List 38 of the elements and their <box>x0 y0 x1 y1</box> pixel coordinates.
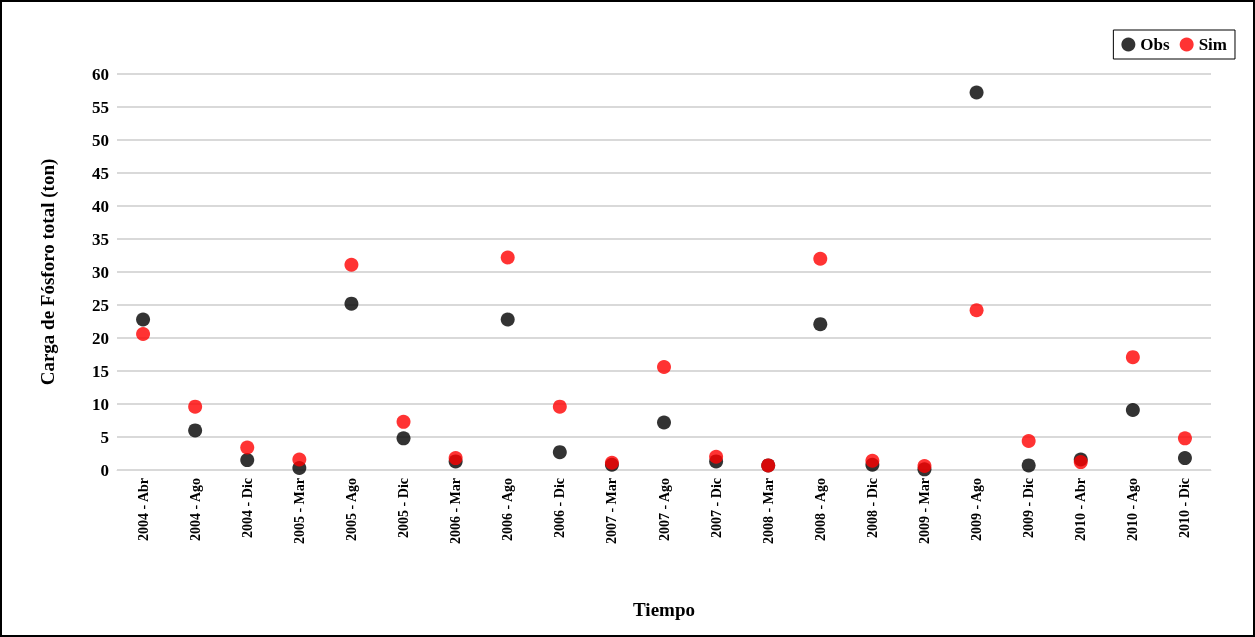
y-tick-label: 15 <box>92 361 109 381</box>
x-tick-label: 2010 - Dic <box>1177 478 1193 538</box>
y-tick-label: 40 <box>92 196 109 216</box>
legend-label: Obs <box>1140 35 1171 54</box>
y-tick-label: 25 <box>92 295 109 315</box>
x-tick-label: 2004 - Abr <box>135 478 151 541</box>
y-tick-label: 50 <box>92 130 109 150</box>
x-tick-label: 2006 - Ago <box>500 478 516 541</box>
x-tick-label: 2007 - Dic <box>708 478 724 538</box>
y-tick-label: 60 <box>92 64 109 84</box>
x-tick-label: 2006 - Dic <box>552 478 568 538</box>
x-axis-title: Tiempo <box>633 599 695 620</box>
x-tick-label: 2008 - Dic <box>864 478 880 538</box>
y-tick-label: 20 <box>92 328 109 348</box>
x-tick-label: 2010 - Ago <box>1125 478 1141 541</box>
x-tick-label: 2005 - Dic <box>396 478 412 538</box>
x-tick-label: 2007 - Ago <box>656 478 672 541</box>
x-tick-label: 2008 - Mar <box>760 478 776 545</box>
x-tick-label: 2010 - Abr <box>1073 478 1089 541</box>
y-tick-label: 0 <box>100 460 109 480</box>
x-tick-label: 2005 - Mar <box>291 478 307 545</box>
x-tick-label: 2008 - Ago <box>812 478 828 541</box>
y-tick-label: 35 <box>92 229 109 249</box>
y-tick-label: 5 <box>100 427 109 447</box>
x-tick-label: 2007 - Mar <box>604 478 620 545</box>
x-tick-label: 2004 - Ago <box>187 478 203 541</box>
x-tick-label: 2005 - Ago <box>343 478 359 541</box>
x-tick-label: 2009 - Dic <box>1021 478 1037 538</box>
y-axis-title: Carga de Fósforo total (ton) <box>37 158 59 386</box>
x-tick-label: 2006 - Mar <box>448 478 464 545</box>
y-tick-label: 30 <box>92 262 109 282</box>
y-tick-label: 10 <box>92 394 109 414</box>
x-tick-label: 2004 - Dic <box>239 478 255 538</box>
legend-label: Sim <box>1198 35 1227 54</box>
x-tick-label: 2009 - Ago <box>969 478 985 541</box>
y-tick-label: 45 <box>92 163 109 183</box>
y-tick-label: 55 <box>92 97 109 117</box>
x-tick-label: 2009 - Mar <box>916 478 932 545</box>
